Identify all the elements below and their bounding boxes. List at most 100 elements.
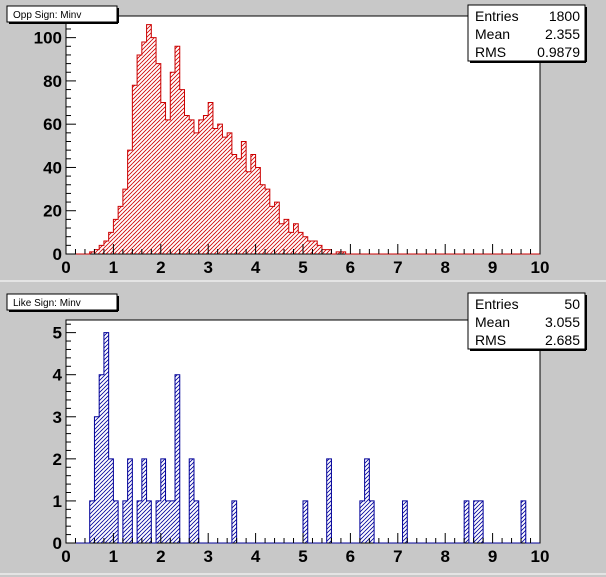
histogram-bar (160, 458, 166, 543)
y-tick-label: 40 (43, 158, 62, 177)
histogram-bar (156, 500, 161, 543)
histogram-bar (307, 241, 313, 254)
like-sign-pad: 0 1 2 3 4 5 0 1 2 3 4 5 6 7 8 9 10 Like Sign: Minv Entr… (0, 292, 606, 575)
histogram-bar (122, 500, 128, 543)
y-tick-label: 5 (53, 324, 62, 343)
histogram-bars (66, 24, 540, 255)
histogram-bar (89, 251, 95, 254)
histogram-bar (231, 154, 237, 254)
stats-entries-label: Entries (475, 8, 519, 24)
y-tick-label: 0 (53, 245, 62, 264)
histogram-bar (193, 132, 199, 254)
y-tick-label: 60 (43, 115, 62, 134)
x-tick-label: 4 (251, 547, 261, 566)
histogram-bar (160, 102, 166, 254)
histogram-title: Opp Sign: Minv (13, 10, 81, 21)
histogram-bar (127, 150, 133, 254)
y-tick-label: 2 (53, 450, 62, 469)
histogram-bar (165, 500, 171, 543)
y-axis: 0 1 2 3 4 5 (53, 324, 76, 553)
histogram-bar (250, 154, 256, 254)
x-tick-label: 7 (393, 258, 402, 277)
x-tick-label: 9 (488, 547, 497, 566)
histogram-bar (255, 167, 261, 254)
histogram-bar (279, 223, 285, 254)
stats-mean-value: 2.355 (545, 26, 580, 42)
histogram-bar (246, 171, 251, 254)
x-axis: 0 1 2 3 4 5 6 7 8 9 10 (61, 533, 549, 566)
x-tick-label: 2 (156, 258, 165, 277)
y-tick-label: 0 (53, 534, 62, 553)
x-tick-label: 4 (251, 258, 261, 277)
stats-rms-value: 0.9879 (537, 44, 580, 60)
histogram-bar (293, 223, 299, 254)
histogram-bar (521, 500, 526, 543)
x-tick-label: 8 (440, 258, 449, 277)
histogram-bar (478, 500, 484, 543)
histogram-bar (108, 232, 114, 254)
stats-box: Entries 1800 Mean 2.355 RMS 0.9879 (467, 4, 587, 63)
histogram-bar (284, 219, 289, 254)
x-tick-label: 2 (156, 547, 165, 566)
histogram-bar (141, 41, 147, 254)
histogram-bar (118, 206, 123, 254)
histogram-bar (303, 236, 308, 254)
histogram-bar (141, 458, 147, 543)
stats-box: Entries 50 Mean 3.055 RMS 2.685 (467, 292, 587, 351)
histogram-bar (127, 458, 133, 543)
histogram-bar (198, 119, 204, 254)
y-tick-label: 4 (53, 366, 63, 385)
histogram-bar (203, 115, 209, 254)
histogram-bar (175, 374, 180, 543)
histogram-bar (184, 115, 190, 254)
histogram-bar (108, 458, 114, 543)
histogram-title-box: Like Sign: Minv (6, 293, 119, 312)
histogram-bar (402, 500, 408, 543)
stats-rms-value: 2.685 (545, 332, 580, 348)
histogram-bar (99, 374, 104, 543)
histogram-bar (189, 119, 194, 254)
histogram-bar (122, 189, 128, 254)
histogram-bar (340, 251, 346, 254)
y-tick-label: 1 (53, 492, 62, 511)
histogram-bar (170, 500, 176, 543)
y-axis: 0 20 40 60 80 100 (34, 19, 76, 264)
stats-rms-label: RMS (475, 332, 506, 348)
stats-mean-value: 3.055 (545, 314, 580, 330)
opp-sign-pad: 0 20 40 60 80 100 0 1 2 3 4 5 6 7 8 9 10 Opp Sign: Minv… (0, 4, 606, 282)
histogram-title-box: Opp Sign: Minv (6, 5, 119, 24)
histogram-bar (146, 24, 152, 255)
histogram-bar (217, 124, 223, 254)
x-tick-label: 0 (61, 547, 70, 566)
x-axis: 0 1 2 3 4 5 6 7 8 9 10 (61, 244, 549, 277)
histogram-bar (227, 132, 232, 254)
histogram-bar (113, 219, 119, 254)
x-tick-label: 10 (531, 258, 550, 277)
histogram-bar (364, 458, 370, 543)
histogram-bar (94, 416, 100, 543)
histogram-bar (99, 245, 104, 254)
x-tick-label: 8 (440, 547, 449, 566)
x-tick-label: 7 (393, 547, 402, 566)
histogram-title: Like Sign: Minv (13, 298, 81, 309)
histogram-bar (208, 102, 213, 254)
stats-entries-value: 1800 (549, 8, 580, 24)
histogram-bar (231, 500, 237, 543)
stats-rms-label: RMS (475, 44, 506, 60)
x-tick-label: 3 (203, 258, 212, 277)
histogram-bar (359, 500, 365, 543)
histogram-bar (473, 500, 479, 543)
histogram-bar (113, 500, 119, 543)
histogram-bar (89, 500, 95, 543)
histogram-bar (326, 458, 332, 543)
histogram-bar (336, 251, 341, 254)
stats-mean-label: Mean (475, 26, 510, 42)
x-tick-label: 0 (61, 258, 70, 277)
x-tick-label: 5 (298, 547, 307, 566)
histogram-bar (175, 46, 180, 254)
x-tick-label: 1 (109, 547, 118, 566)
histogram-bar (317, 245, 322, 254)
stats-entries-value: 50 (564, 296, 580, 312)
x-tick-label: 10 (531, 547, 550, 566)
